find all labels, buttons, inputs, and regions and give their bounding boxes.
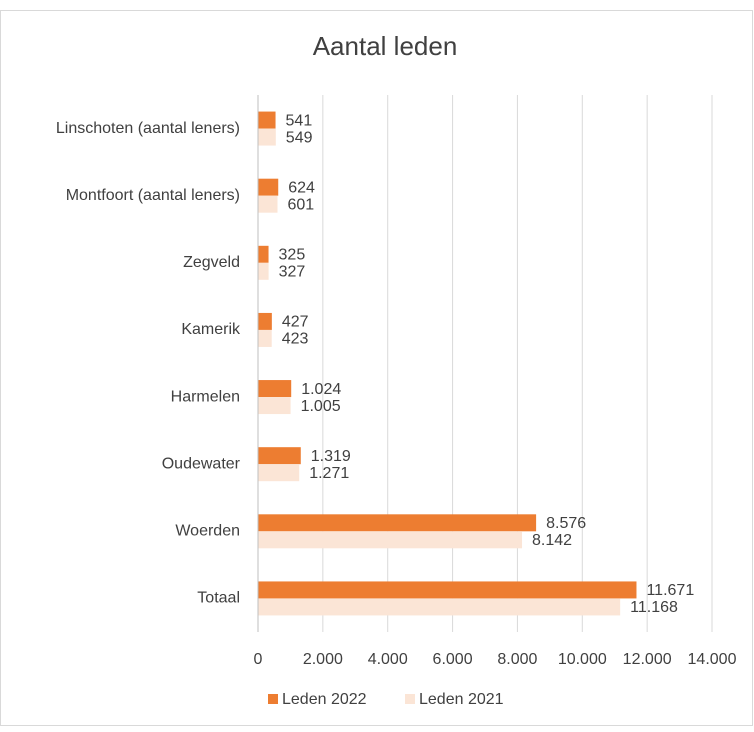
value-label: 624 — [288, 179, 315, 196]
bar — [258, 514, 537, 532]
x-tick-label: 6.000 — [433, 651, 473, 668]
bar — [258, 397, 291, 415]
bar — [258, 128, 276, 146]
legend-label: Leden 2022 — [282, 691, 367, 708]
bar — [258, 195, 278, 213]
value-label: 601 — [287, 196, 314, 213]
chart-border — [0, 10, 753, 726]
bar — [258, 312, 272, 330]
value-label: 1.319 — [311, 448, 351, 465]
value-label: 1.005 — [301, 398, 341, 415]
bar — [258, 581, 637, 599]
y-tick-label: Harmelen — [171, 388, 240, 405]
legend-swatch — [268, 694, 278, 704]
y-tick-label: Oudewater — [162, 455, 241, 472]
bar — [258, 531, 523, 549]
x-tick-label: 8.000 — [497, 651, 537, 668]
bar — [258, 380, 292, 398]
value-label: 11.671 — [646, 582, 694, 599]
x-tick-label: 2.000 — [303, 651, 343, 668]
chart-title: Aantal leden — [313, 31, 458, 61]
y-tick-label: Zegveld — [183, 254, 240, 271]
bar — [258, 111, 276, 129]
x-tick-label: 12.000 — [623, 651, 672, 668]
value-label: 8.142 — [532, 532, 572, 549]
value-label: 8.576 — [546, 515, 586, 532]
value-label: 541 — [286, 112, 313, 129]
legend-swatch — [405, 694, 415, 704]
bar — [258, 329, 272, 347]
value-label: 327 — [279, 264, 306, 281]
value-label: 1.271 — [309, 465, 349, 482]
value-label: 11.168 — [630, 599, 678, 616]
y-tick-label: Kamerik — [181, 321, 241, 338]
value-label: 423 — [282, 331, 309, 348]
value-label: 549 — [286, 129, 313, 146]
value-label: 1.024 — [301, 381, 341, 398]
bar — [258, 464, 300, 482]
bar — [258, 178, 279, 196]
x-tick-label: 4.000 — [368, 651, 408, 668]
x-tick-label: 14.000 — [688, 651, 737, 668]
bar — [258, 262, 269, 280]
y-tick-label: Montfoort (aantal leners) — [66, 187, 240, 204]
y-tick-label: Totaal — [197, 590, 240, 607]
value-label: 427 — [282, 314, 309, 331]
y-tick-label: Woerden — [175, 523, 240, 540]
bar — [258, 598, 621, 616]
value-label: 325 — [279, 247, 306, 264]
y-tick-label: Linschoten (aantal leners) — [56, 120, 240, 137]
x-tick-label: 10.000 — [558, 651, 607, 668]
bar — [258, 447, 301, 465]
bar — [258, 245, 269, 263]
x-tick-label: 0 — [254, 651, 263, 668]
legend-label: Leden 2021 — [419, 691, 504, 708]
